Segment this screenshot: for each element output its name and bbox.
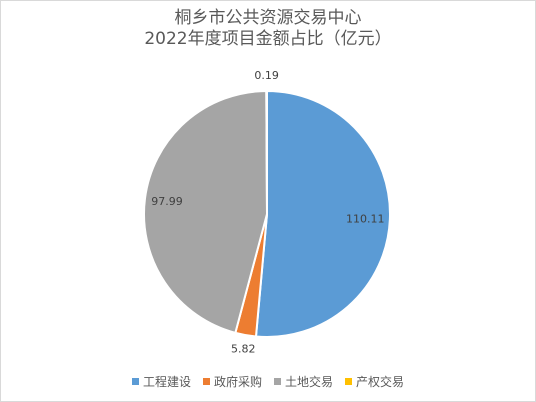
- data-label-3: 97.99: [151, 195, 183, 208]
- legend-item-1: 工程建设: [131, 373, 191, 390]
- data-label-4: 0.19: [254, 69, 279, 82]
- legend-swatch-2: [202, 378, 210, 385]
- chart-title: 桐乡市公共资源交易中心 2022年度项目金额占比（亿元）: [0, 8, 536, 50]
- legend-item-2: 政府采购: [202, 373, 262, 390]
- legend-label-3: 土地交易: [285, 375, 334, 389]
- chart-legend: 工程建设 政府采购 土地交易 产权交易: [0, 373, 536, 390]
- pie-slice-1: [254, 89, 391, 338]
- legend-item-3: 土地交易: [274, 373, 333, 390]
- legend-swatch-4: [345, 378, 353, 385]
- data-label-2: 5.82: [231, 342, 256, 355]
- data-label-1: 110.11: [346, 212, 385, 225]
- legend-label-4: 产权交易: [356, 375, 405, 389]
- legend-item-4: 产权交易: [345, 373, 404, 390]
- chart-title-line-1: 桐乡市公共资源交易中心: [174, 8, 362, 28]
- legend-swatch-3: [274, 378, 281, 385]
- legend-label-1: 工程建设: [142, 375, 191, 389]
- pie-slice-3: [143, 89, 269, 335]
- pie-slice-4: [265, 89, 268, 215]
- legend-label-2: 政府采购: [213, 375, 262, 389]
- chart-title-line-2: 2022年度项目金额占比（亿元）: [144, 29, 392, 49]
- legend-swatch-1: [131, 378, 139, 385]
